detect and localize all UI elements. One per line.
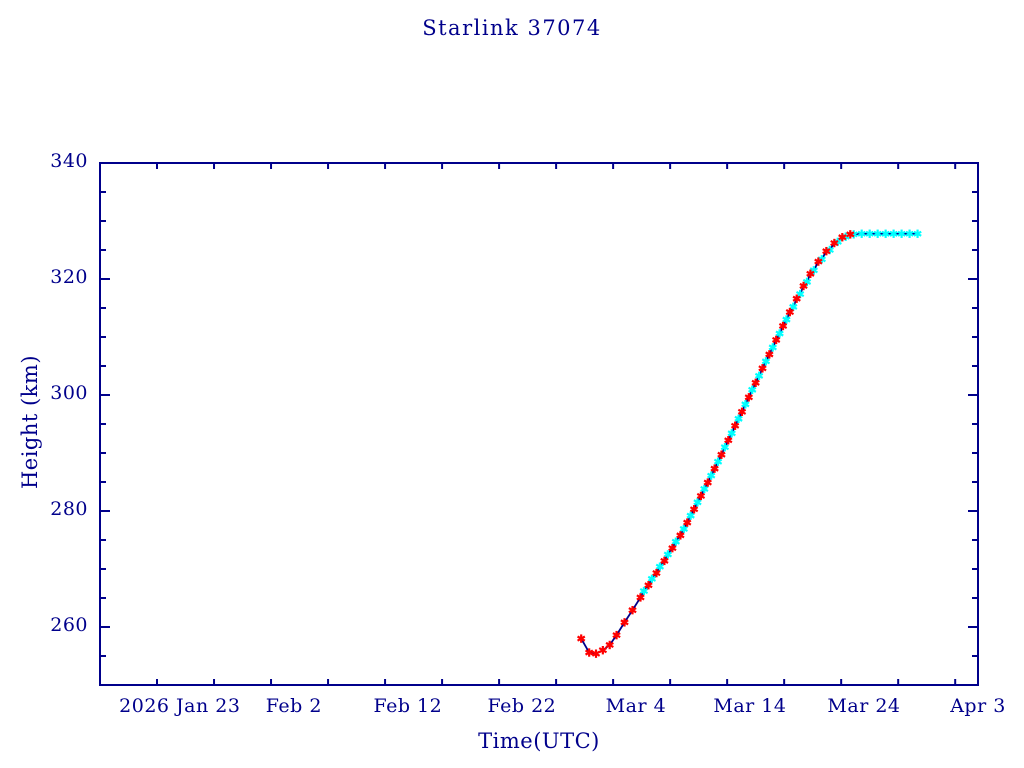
data-point-height-cyan xyxy=(713,457,723,466)
data-point-height-cyan xyxy=(700,484,709,494)
data-point-height-red xyxy=(765,350,774,359)
data-point-height-red xyxy=(676,531,685,540)
data-point-height-cyan xyxy=(686,511,695,520)
data-line xyxy=(580,232,918,655)
x-tick-label: Mar 24 xyxy=(827,695,901,717)
data-point-height-cyan xyxy=(761,357,771,366)
data-point-height-cyan xyxy=(768,343,777,352)
data-point-height-red xyxy=(730,421,740,430)
data-point-height-red xyxy=(785,307,795,317)
data-point-height-cyan xyxy=(663,550,673,559)
data-point-height-red xyxy=(683,518,692,527)
data-point-height-red xyxy=(652,568,661,578)
data-point-height-red xyxy=(605,640,614,650)
data-point-height-red xyxy=(822,246,831,256)
data-point-height-red xyxy=(584,648,594,657)
data-point-height-red xyxy=(668,543,677,553)
data-point-height-cyan xyxy=(693,498,702,507)
data-point-height-cyan xyxy=(706,471,716,480)
data-point-height-cyan xyxy=(897,229,906,238)
data-point-height-cyan xyxy=(639,586,649,596)
x-tick-label: Feb 12 xyxy=(373,695,443,717)
y-tick-label: 320 xyxy=(50,266,88,288)
data-point-height-red xyxy=(660,556,669,566)
data-point-height-cyan xyxy=(748,385,757,394)
x-axis-label: Time(UTC) xyxy=(478,729,600,753)
data-point-height-cyan xyxy=(905,229,914,238)
data-point-height-red xyxy=(744,393,753,402)
y-tick-label: 340 xyxy=(50,150,88,172)
data-point-height-red xyxy=(846,230,855,239)
data-point-height-cyan xyxy=(655,562,665,571)
x-tick-label: Apr 3 xyxy=(950,695,1006,717)
data-point-height-red xyxy=(628,605,637,615)
data-point-height-red xyxy=(598,646,608,655)
data-point-height-red xyxy=(577,634,586,643)
data-point-height-red xyxy=(814,257,823,266)
data-point-height-cyan xyxy=(881,229,890,238)
data-point-height-red xyxy=(758,364,767,373)
data-point-height-red xyxy=(724,436,733,445)
data-point-height-red xyxy=(778,321,788,331)
data-point-height-cyan xyxy=(671,537,681,546)
data-point-height-cyan xyxy=(889,229,898,238)
data-point-height-cyan xyxy=(647,574,657,584)
y-tick-label: 300 xyxy=(50,382,88,404)
chart-title: Starlink 37074 xyxy=(422,16,602,40)
data-point-height-red xyxy=(717,450,726,459)
x-tick-label: Mar 14 xyxy=(713,695,787,717)
data-point-height-red xyxy=(751,378,760,388)
data-point-height-cyan xyxy=(741,400,750,409)
data-point-height-cyan xyxy=(873,229,882,238)
data-point-height-red xyxy=(644,581,653,590)
data-point-height-cyan xyxy=(754,371,764,381)
data-point-height-cyan xyxy=(782,315,791,324)
data-point-height-red xyxy=(696,491,706,501)
x-tick-label: 2026 Jan 23 xyxy=(119,695,241,717)
x-tick-label: Feb 22 xyxy=(487,695,557,717)
data-point-height-red xyxy=(838,233,847,242)
data-point-height-red xyxy=(636,593,645,602)
data-point-height-red xyxy=(799,281,808,291)
x-tick-label: Feb 2 xyxy=(265,695,322,717)
y-tick-label: 280 xyxy=(50,498,88,520)
data-point-height-cyan xyxy=(727,429,736,438)
data-point-height-cyan xyxy=(913,229,922,238)
data-point-height-red xyxy=(806,269,815,278)
data-point-height-red xyxy=(703,478,712,487)
data-point-height-red xyxy=(771,335,781,345)
data-point-height-red xyxy=(612,630,621,640)
data-point-height-red xyxy=(792,294,801,303)
x-tick-label: Mar 4 xyxy=(605,695,667,717)
data-point-height-cyan xyxy=(679,524,689,534)
y-tick-label: 260 xyxy=(50,614,88,636)
data-point-height-red xyxy=(620,618,629,627)
data-point-height-red xyxy=(689,505,699,514)
data-point-height-cyan xyxy=(865,229,874,238)
data-point-height-red xyxy=(591,649,601,658)
data-point-height-red xyxy=(737,407,747,417)
data-point-height-cyan xyxy=(720,443,730,452)
data-point-height-red xyxy=(830,238,839,248)
data-point-height-cyan xyxy=(734,414,743,423)
data-point-height-red xyxy=(710,464,719,473)
data-point-height-cyan xyxy=(857,229,866,238)
plot-frame xyxy=(99,162,979,686)
data-point-height-cyan xyxy=(775,329,784,338)
